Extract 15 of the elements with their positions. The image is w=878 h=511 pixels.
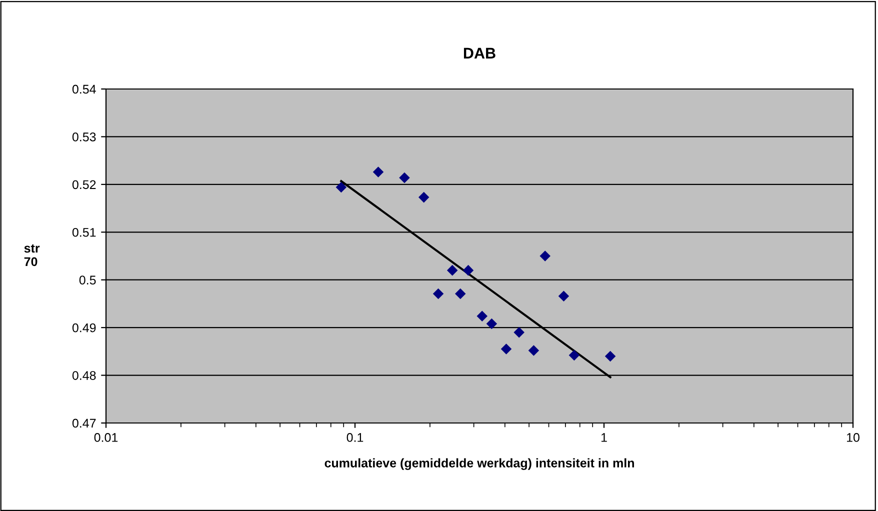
y-axis-title: str 70 [24, 244, 40, 266]
y-tick-label: 0.49 [72, 323, 96, 332]
y-tick-label: 0.5 [79, 276, 96, 285]
x-tick-label: 0.1 [346, 433, 364, 442]
y-tick-label: 0.53 [72, 132, 96, 142]
y-tick-label: 0.52 [72, 180, 96, 190]
x-tick-label: 1 [601, 433, 607, 442]
y-tick-label: 0.51 [72, 228, 96, 237]
x-axis-title: cumulatieve (gemiddelde werkdag) intensiteit in mln [324, 458, 634, 470]
y-tick-label: 0.54 [72, 84, 96, 94]
y-tick-label: 0.47 [72, 418, 96, 428]
y-tick-label: 0.48 [72, 371, 96, 380]
chart-title: DAB [464, 48, 496, 58]
x-tick-label: 0.01 [94, 433, 118, 442]
x-tick-label: 10 [847, 433, 860, 442]
